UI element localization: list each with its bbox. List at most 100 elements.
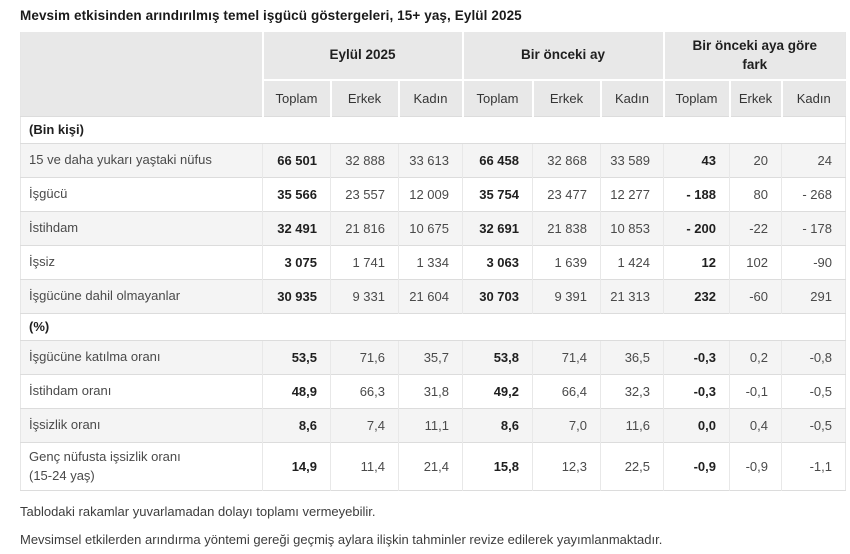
value-cell: 12,3 [532, 441, 601, 490]
value-cell: 15,8 [462, 441, 533, 490]
value-cell: 291 [781, 278, 846, 313]
value-cell: -90 [781, 244, 846, 279]
value-cell: 8,6 [262, 407, 331, 442]
column-header-kadin-2: Kadın [599, 80, 664, 116]
value-cell: 21 604 [398, 278, 463, 313]
footnote-revision: Mevsimsel etkilerden arındırma yöntemi g… [20, 531, 663, 547]
value-cell: 71,4 [532, 339, 601, 374]
value-cell: 32 691 [462, 210, 533, 245]
row-label-header-cell [20, 32, 263, 116]
section-header-label: (Bin kişi) [20, 115, 846, 143]
value-cell: 66,4 [532, 373, 601, 408]
value-cell: -0,8 [781, 339, 846, 374]
value-cell: 232 [663, 278, 730, 313]
value-cell: 32 491 [262, 210, 331, 245]
value-cell: 66 501 [262, 142, 331, 177]
value-cell: 33 613 [398, 142, 463, 177]
page-title: Mevsim etkisinden arındırılmış temel işg… [20, 8, 522, 23]
table-row: İstihdam 32 491 21 816 10 675 32 691 21 838 10… [20, 210, 846, 245]
value-cell: - 188 [663, 176, 730, 211]
value-cell: 33 589 [600, 142, 664, 177]
row-label: İstihdam [20, 210, 263, 245]
value-cell: 30 935 [262, 278, 331, 313]
value-cell: 7,4 [330, 407, 399, 442]
value-cell: 80 [729, 176, 782, 211]
section-header-row: (%) [20, 312, 846, 340]
column-group-row: Eylül 2025 Bir önceki ay Bir önceki aya … [20, 32, 846, 116]
column-header-kadin-1: Kadın [397, 80, 463, 116]
value-cell: 1 639 [532, 244, 601, 279]
value-cell: 35 754 [462, 176, 533, 211]
value-cell: 1 334 [398, 244, 463, 279]
value-cell: 12 277 [600, 176, 664, 211]
value-cell: 11,1 [398, 407, 463, 442]
value-cell: 0,2 [729, 339, 782, 374]
value-cell: 10 675 [398, 210, 463, 245]
table-row: Genç nüfusta işsizlik oranı (15-24 yaş) 14… [20, 441, 846, 490]
value-cell: 66 458 [462, 142, 533, 177]
value-cell: 9 331 [330, 278, 399, 313]
value-cell: -0,5 [781, 407, 846, 442]
column-group-bir-onceki-ay: Bir önceki ay [461, 32, 664, 81]
value-cell: 53,8 [462, 339, 533, 374]
sub-header-row: Toplam Erkek Kadın Toplam Erkek Kadın To… [21, 80, 846, 116]
value-cell: 32 868 [532, 142, 601, 177]
section-header-label: (%) [20, 312, 846, 340]
row-label: İstihdam oranı [20, 373, 263, 408]
table-body: (Bin kişi) 15 ve daha yukarı yaştaki nüfu… [20, 115, 846, 490]
row-label: İşgücüne dahil olmayanlar [20, 278, 263, 313]
value-cell: -0,5 [781, 373, 846, 408]
value-cell: 32,3 [600, 373, 664, 408]
value-cell: 11,6 [600, 407, 664, 442]
value-cell: 53,5 [262, 339, 331, 374]
value-cell: -0,3 [663, 373, 730, 408]
table-row: İşgücü 35 566 23 557 12 009 35 754 23 477 12 2… [20, 176, 846, 211]
row-label: İşgücüne katılma oranı [20, 339, 263, 374]
value-cell: - 200 [663, 210, 730, 245]
table-row: İstihdam oranı 48,9 66,3 31,8 49,2 66,4 32,3 -0… [20, 373, 846, 408]
value-cell: 35,7 [398, 339, 463, 374]
value-cell: 71,6 [330, 339, 399, 374]
value-cell: 20 [729, 142, 782, 177]
value-cell: 11,4 [330, 441, 399, 490]
value-cell: 10 853 [600, 210, 664, 245]
column-header-erkek-1: Erkek [329, 80, 399, 116]
table-row: İşsizlik oranı 8,6 7,4 11,1 8,6 7,0 11,6 0,0 0,4… [20, 407, 846, 442]
value-cell: 36,5 [600, 339, 664, 374]
value-cell: 31,8 [398, 373, 463, 408]
value-cell: 21 838 [532, 210, 601, 245]
column-header-erkek-2: Erkek [531, 80, 601, 116]
table-row: 15 ve daha yukarı yaştaki nüfus 66 501 32 … [20, 142, 846, 177]
footnote-rounding: Tablodaki rakamlar yuvarlamadan dolayı t… [20, 503, 376, 519]
value-cell: 14,9 [262, 441, 331, 490]
table-header: Eylül 2025 Bir önceki ay Bir önceki aya … [20, 32, 846, 116]
value-cell: 30 703 [462, 278, 533, 313]
column-group-fark: Bir önceki aya göre fark [662, 32, 846, 81]
value-cell: 22,5 [600, 441, 664, 490]
value-cell: 32 888 [330, 142, 399, 177]
column-header-toplam-3: Toplam [662, 80, 730, 116]
value-cell: 48,9 [262, 373, 331, 408]
value-cell: - 178 [781, 210, 846, 245]
value-cell: -1,1 [781, 441, 846, 490]
value-cell: 1 424 [600, 244, 664, 279]
value-cell: -60 [729, 278, 782, 313]
value-cell: 43 [663, 142, 730, 177]
value-cell: 3 075 [262, 244, 331, 279]
table-row: İşgücüne katılma oranı 53,5 71,6 35,7 53,8 71… [20, 339, 846, 374]
value-cell: -0,9 [729, 441, 782, 490]
row-label: 15 ve daha yukarı yaştaki nüfus [20, 142, 263, 177]
column-header-toplam-1: Toplam [261, 80, 331, 116]
row-label: İşgücü [20, 176, 263, 211]
value-cell: -0,1 [729, 373, 782, 408]
footnotes: Tablodaki rakamlar yuvarlamadan dolayı t… [20, 498, 845, 554]
column-group-eylul-2025: Eylül 2025 [261, 32, 463, 81]
value-cell: 8,6 [462, 407, 533, 442]
value-cell: 0,0 [663, 407, 730, 442]
column-header-erkek-3: Erkek [728, 80, 782, 116]
value-cell: 24 [781, 142, 846, 177]
column-header-toplam-2: Toplam [461, 80, 533, 116]
value-cell: 23 477 [532, 176, 601, 211]
row-label: Genç nüfusta işsizlik oranı (15-24 yaş) [20, 441, 263, 490]
